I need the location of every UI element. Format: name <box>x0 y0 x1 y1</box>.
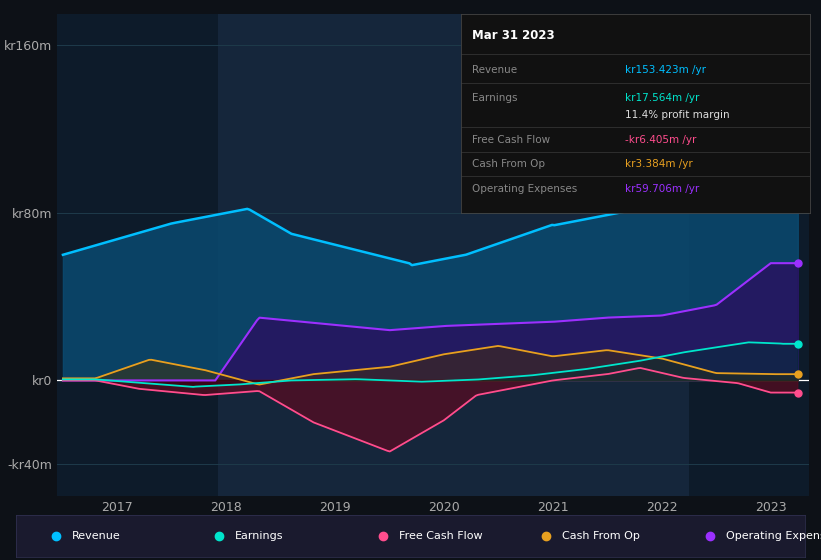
Text: Operating Expenses: Operating Expenses <box>472 184 577 194</box>
Text: kr3.384m /yr: kr3.384m /yr <box>626 159 693 169</box>
Text: Mar 31 2023: Mar 31 2023 <box>472 29 554 43</box>
Text: Free Cash Flow: Free Cash Flow <box>399 531 482 541</box>
Text: Revenue: Revenue <box>71 531 121 541</box>
Text: kr59.706m /yr: kr59.706m /yr <box>626 184 699 194</box>
Text: Operating Expenses: Operating Expenses <box>726 531 821 541</box>
Text: Cash From Op: Cash From Op <box>472 159 545 169</box>
Text: Earnings: Earnings <box>235 531 283 541</box>
Text: Earnings: Earnings <box>472 94 517 104</box>
Text: Cash From Op: Cash From Op <box>562 531 640 541</box>
Text: Free Cash Flow: Free Cash Flow <box>472 135 550 145</box>
Text: 11.4% profit margin: 11.4% profit margin <box>626 110 730 120</box>
Text: kr153.423m /yr: kr153.423m /yr <box>626 64 706 74</box>
Text: -kr6.405m /yr: -kr6.405m /yr <box>626 135 697 145</box>
Text: Revenue: Revenue <box>472 64 517 74</box>
Bar <box>218 14 689 496</box>
Text: kr17.564m /yr: kr17.564m /yr <box>626 94 699 104</box>
